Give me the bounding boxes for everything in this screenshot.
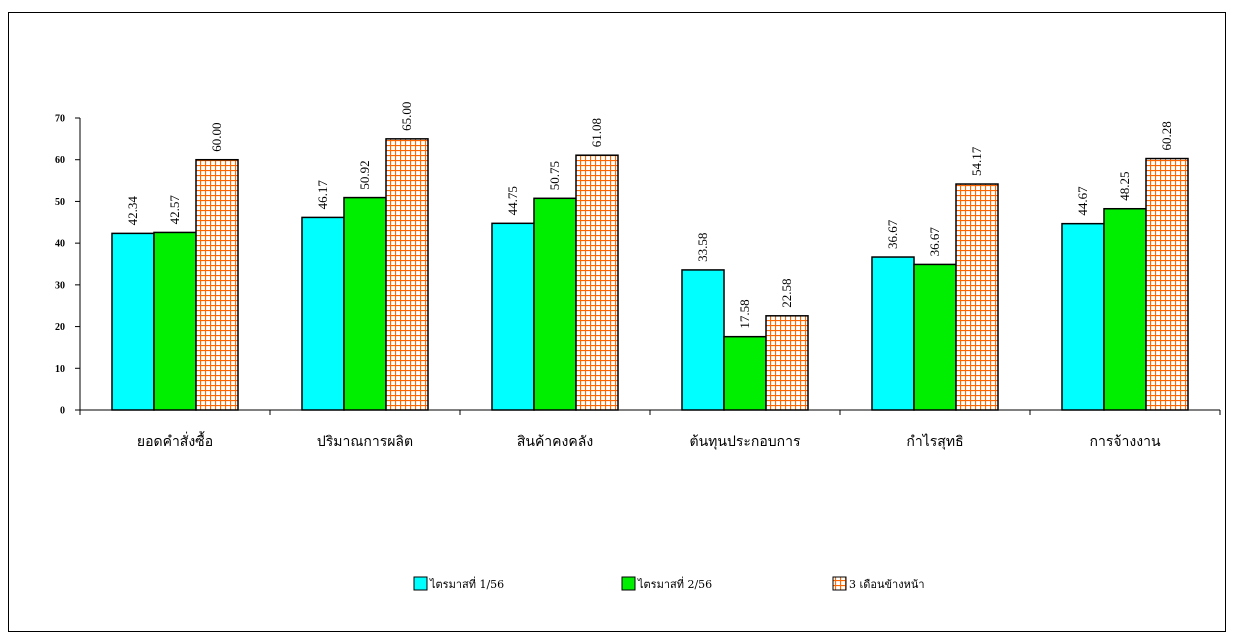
bars xyxy=(111,138,1189,411)
x-category-label: ต้นทุนประกอบการ xyxy=(689,434,800,450)
data-label: 42.34 xyxy=(125,196,140,226)
legend-label: 3 เดือนข้างหน้า xyxy=(849,578,925,591)
y-tick-label: 10 xyxy=(55,364,65,375)
bar xyxy=(681,269,725,411)
data-label: 60.28 xyxy=(1159,121,1174,150)
bar xyxy=(1145,157,1189,411)
data-label: 65.00 xyxy=(399,102,414,131)
data-label: 46.17 xyxy=(315,180,330,210)
data-label: 42.57 xyxy=(167,195,182,225)
y-tick-label: 30 xyxy=(55,280,65,291)
x-category-label: การจ้างงาน xyxy=(1089,434,1160,450)
bar xyxy=(343,196,387,411)
data-label: 54.17 xyxy=(969,146,984,176)
y-tick-label: 40 xyxy=(55,239,65,250)
legend-label: ไตรมาสที่ 2/56 xyxy=(637,576,712,591)
axes: 0 10 20 30 40 50 60 70 ยอดคำสั่งซื้อ ปริมาณการผลิ… xyxy=(55,114,1221,450)
bar xyxy=(723,335,767,411)
data-label: 17.58 xyxy=(737,299,752,328)
bar xyxy=(195,158,239,411)
bar xyxy=(385,138,429,411)
data-label: 61.08 xyxy=(589,118,604,147)
legend-swatch xyxy=(413,576,428,591)
bar xyxy=(913,263,957,411)
legend-swatch xyxy=(832,576,847,591)
bar xyxy=(533,197,577,411)
data-label: 44.67 xyxy=(1075,186,1090,216)
legend-swatch xyxy=(621,576,636,591)
bar xyxy=(871,256,915,411)
y-tick-label: 0 xyxy=(60,406,65,417)
x-category-label: สินค้าคงคลัง xyxy=(517,434,593,450)
data-label: 50.75 xyxy=(547,161,562,190)
data-label: 33.58 xyxy=(695,233,710,262)
bar xyxy=(1103,207,1147,411)
data-labels: 42.34 42.57 60.00 46.17 50.92 65.00 44.75 50.75… xyxy=(125,102,1174,329)
bar xyxy=(301,216,345,411)
bar xyxy=(491,222,535,411)
legend: ไตรมาสที่ 1/56 ไตรมาสที่ 2/56 3 เดือนข้างห… xyxy=(413,576,925,591)
data-label: 60.00 xyxy=(209,122,224,151)
bar xyxy=(1061,222,1105,411)
bar xyxy=(111,232,155,411)
legend-label: ไตรมาสที่ 1/56 xyxy=(429,576,504,591)
bar xyxy=(765,315,809,411)
bar xyxy=(153,231,197,411)
y-tick-label: 70 xyxy=(55,114,65,125)
data-label: 50.92 xyxy=(357,160,372,189)
bar xyxy=(955,183,999,411)
x-category-label: ยอดคำสั่งซื้อ xyxy=(137,431,213,450)
data-label: 22.58 xyxy=(779,279,794,308)
data-label: 48.25 xyxy=(1117,171,1132,200)
y-tick-label: 60 xyxy=(55,155,65,166)
y-tick-label: 50 xyxy=(55,197,65,208)
data-label: 36.67 xyxy=(927,227,942,257)
bar xyxy=(575,154,619,411)
x-category-label: กำไรสุทธิ xyxy=(906,433,963,450)
y-tick-label: 20 xyxy=(55,322,65,333)
x-category-label: ปริมาณการผลิต xyxy=(317,434,413,450)
data-label: 44.75 xyxy=(505,186,520,215)
data-label: 36.67 xyxy=(885,219,900,249)
